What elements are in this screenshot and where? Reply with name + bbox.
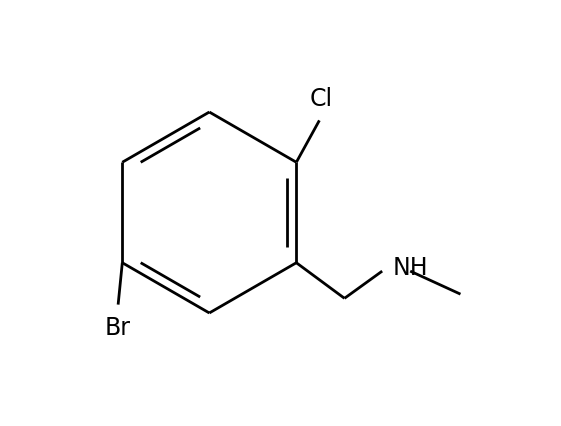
Text: NH: NH xyxy=(393,255,428,279)
Text: Cl: Cl xyxy=(310,87,333,111)
Text: Br: Br xyxy=(105,315,131,339)
